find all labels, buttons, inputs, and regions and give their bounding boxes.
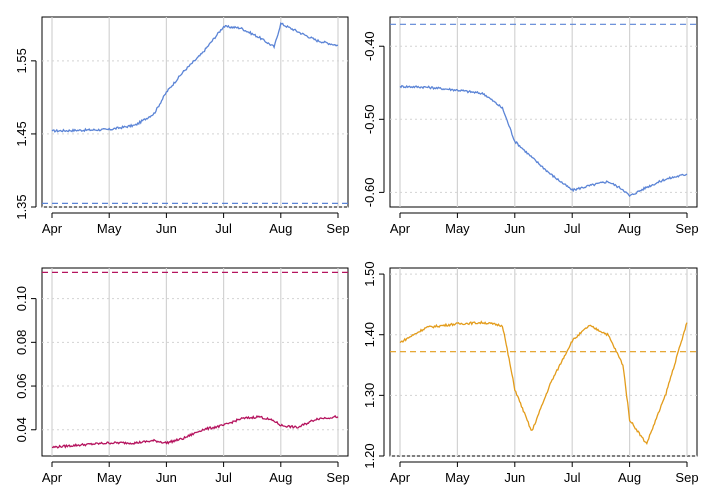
chart-panel-1: Apr May Jun Jul Aug Sep 1.35 1.45 1.55 — [14, 16, 350, 236]
x-tick-label: Sep — [675, 221, 698, 236]
x-tick-label: Jul — [215, 221, 232, 236]
y-tick-label: 1.55 — [14, 48, 29, 73]
x-tick-label: May — [445, 470, 470, 485]
x-tick-label: Jun — [504, 221, 525, 236]
x-tick-label: Apr — [390, 221, 411, 236]
y-tick-label: 0.10 — [14, 286, 29, 311]
y-tick-label: 0.04 — [14, 417, 29, 442]
y-tick-label: 1.40 — [362, 322, 377, 347]
series-line — [51, 22, 339, 133]
y-tick-label: 1.45 — [14, 121, 29, 146]
y-tick-label: 1.50 — [362, 261, 377, 286]
series-line — [399, 320, 688, 446]
series-line — [399, 84, 688, 198]
y-tick-label: -0.40 — [362, 31, 377, 61]
x-tick-label: Aug — [618, 470, 641, 485]
x-tick-label: Apr — [390, 470, 411, 485]
plot-frame — [389, 267, 698, 457]
series-line — [51, 414, 339, 449]
chart-panel-3: Apr May Jun Jul Aug Sep 0.04 0.06 0.08 0.10 — [14, 267, 350, 485]
x-tick-label: Jul — [564, 221, 581, 236]
x-tick-label: Sep — [326, 470, 349, 485]
x-tick-label: Apr — [42, 221, 63, 236]
chart-panel-2: Apr May Jun Jul Aug Sep -0.60 -0.50 -0.40 — [362, 16, 699, 236]
x-tick-label: May — [445, 221, 470, 236]
plot-frame — [41, 267, 349, 457]
plot-frame — [389, 16, 698, 208]
y-tick-label: 1.30 — [362, 383, 377, 408]
x-tick-label: Apr — [42, 470, 63, 485]
x-tick-label: Aug — [618, 221, 641, 236]
plot-frame — [41, 16, 349, 208]
y-tick-label: 1.35 — [14, 194, 29, 219]
x-tick-label: Jun — [156, 221, 177, 236]
y-tick-label: -0.60 — [362, 178, 377, 208]
x-tick-label: May — [97, 470, 122, 485]
chart-panel-4: Apr May Jun Jul Aug Sep 1.20 1.30 1.40 1.50 — [362, 261, 699, 485]
x-tick-label: Aug — [269, 221, 292, 236]
y-tick-label: 0.08 — [14, 330, 29, 355]
y-tick-label: 0.06 — [14, 373, 29, 398]
x-tick-label: Jun — [504, 470, 525, 485]
x-tick-label: Sep — [326, 221, 349, 236]
x-tick-label: May — [97, 221, 122, 236]
x-tick-label: Aug — [269, 470, 292, 485]
y-tick-label: -0.50 — [362, 104, 377, 134]
x-tick-label: Jul — [215, 470, 232, 485]
y-tick-label: 1.20 — [362, 443, 377, 468]
x-tick-label: Jul — [564, 470, 581, 485]
x-tick-label: Jun — [156, 470, 177, 485]
x-tick-label: Sep — [675, 470, 698, 485]
